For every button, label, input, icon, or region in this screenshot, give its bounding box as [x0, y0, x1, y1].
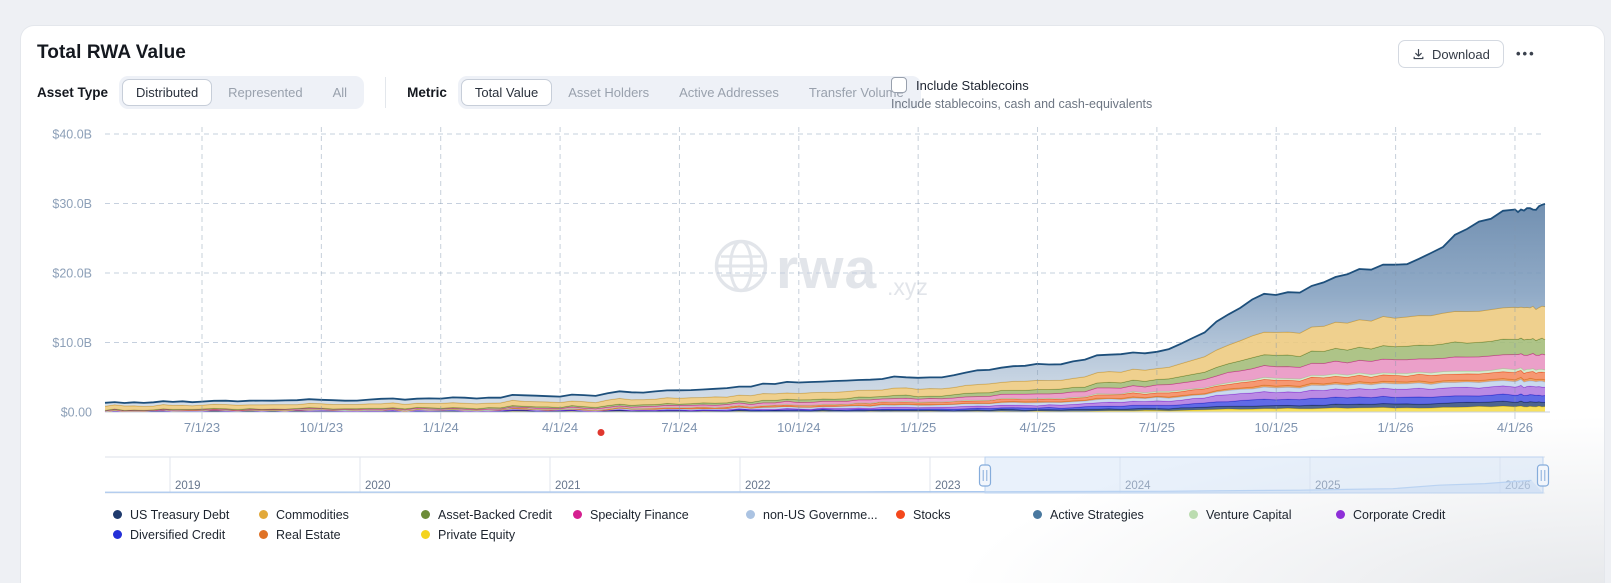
- controls-row: Asset Type Distributed Represented All Met…: [37, 76, 921, 109]
- brush-year-label: 2019: [175, 480, 201, 492]
- y-axis-tick-label: $0.00: [61, 406, 92, 420]
- legend-dot-corporate-credit: [1336, 510, 1345, 519]
- y-axis-tick-label: $20.0B: [52, 267, 92, 281]
- legend-dot-venture-capital: [1189, 510, 1198, 519]
- legend-dot-stocks: [896, 510, 905, 519]
- timeline-brush[interactable]: 2019 2020 2021 2022 2023 2024 2025 2026: [104, 456, 1550, 494]
- page-title: Total RWA Value: [37, 42, 186, 63]
- download-button-label: Download: [1432, 46, 1490, 62]
- legend-item-us-treasury-debt[interactable]: US Treasury Debt: [113, 505, 259, 524]
- legend-item-asset-backed-credit[interactable]: Asset-Backed Credit: [421, 505, 573, 524]
- legend-label: Corporate Credit: [1353, 507, 1446, 522]
- include-stablecoins-label: Include Stablecoins: [916, 77, 1029, 93]
- legend-label: Active Strategies: [1050, 507, 1144, 522]
- legend-dot-asset-backed-credit: [421, 510, 430, 519]
- legend-dot-commodities: [259, 510, 268, 519]
- brush-selection-window[interactable]: [984, 456, 1544, 494]
- asset-type-selector: Distributed Represented All: [119, 76, 365, 109]
- brush-handle-left[interactable]: [978, 464, 992, 487]
- include-stablecoins-block: Include Stablecoins Include stablecoins,…: [891, 77, 1152, 111]
- x-axis-tick-label: 7/1/24: [661, 420, 697, 435]
- legend-label: Stocks: [913, 507, 951, 522]
- y-axis-tick-label: $10.0B: [52, 336, 92, 350]
- legend-dot-non-us-governme: [746, 510, 755, 519]
- legend-item-active-strategies[interactable]: Active Strategies: [1033, 505, 1189, 524]
- brush-year-label: 2024: [1125, 480, 1151, 492]
- legend-dot-us-treasury-debt: [113, 510, 122, 519]
- legend-label: Real Estate: [276, 527, 341, 542]
- x-axis-tick-label: 4/1/26: [1497, 420, 1533, 435]
- brush-year-label: 2023: [935, 480, 961, 492]
- metric-option-asset-holders[interactable]: Asset Holders: [568, 85, 650, 100]
- legend-label: US Treasury Debt: [130, 507, 230, 522]
- controls-divider: [385, 77, 387, 108]
- y-axis-tick-label: $40.0B: [52, 128, 92, 142]
- more-options-button[interactable]: •••: [1516, 46, 1536, 61]
- legend-item-commodities[interactable]: Commodities: [259, 505, 421, 524]
- brush-year-label: 2026: [1505, 480, 1531, 492]
- legend-dot-real-estate: [259, 530, 268, 539]
- metric-option-active-addresses[interactable]: Active Addresses: [679, 85, 779, 100]
- x-axis-tick-label: 1/1/25: [900, 420, 936, 435]
- legend-label: Private Equity: [438, 527, 516, 542]
- y-axis-tick-label: $30.0B: [52, 197, 92, 211]
- rwa-watermark: rwa: [776, 237, 878, 301]
- legend-label: Diversified Credit: [130, 527, 226, 542]
- x-axis-tick-label: 10/1/23: [300, 420, 343, 435]
- legend-label: non-US Governme...: [763, 507, 878, 522]
- legend-item-specialty-finance[interactable]: Specialty Finance: [573, 505, 746, 524]
- metric-option-total-value[interactable]: Total Value: [460, 79, 553, 106]
- legend-label: Venture Capital: [1206, 507, 1292, 522]
- legend-label: Asset-Backed Credit: [438, 507, 552, 522]
- brush-year-label: 2020: [365, 480, 391, 492]
- legend-item-non-us-governme[interactable]: non-US Governme...: [746, 505, 896, 524]
- include-stablecoins-description: Include stablecoins, cash and cash-equiv…: [891, 97, 1153, 111]
- asset-type-option-represented[interactable]: Represented: [228, 85, 303, 100]
- legend-item-diversified-credit[interactable]: Diversified Credit: [113, 525, 259, 544]
- red-annotation-dot: [597, 429, 605, 436]
- x-axis-tick-label: 7/1/23: [184, 420, 220, 435]
- legend-dot-active-strategies: [1033, 510, 1042, 519]
- legend-item-private-equity[interactable]: Private Equity: [421, 525, 573, 544]
- x-axis-tick-label: 10/1/24: [777, 420, 820, 435]
- legend-dot-specialty-finance: [573, 510, 582, 519]
- asset-type-option-distributed[interactable]: Distributed: [122, 79, 213, 106]
- legend-label: Specialty Finance: [590, 507, 689, 522]
- x-axis-tick-label: 1/1/26: [1378, 420, 1414, 435]
- x-axis-tick-label: 10/1/25: [1255, 420, 1298, 435]
- metric-option-transfer-volume[interactable]: Transfer Volume: [808, 85, 904, 100]
- brush-handle-right[interactable]: [1536, 464, 1550, 487]
- x-axis-tick-label: 4/1/25: [1019, 420, 1055, 435]
- legend-label: Commodities: [276, 507, 349, 522]
- asset-type-label: Asset Type: [37, 85, 109, 100]
- include-stablecoins-checkbox-row[interactable]: Include Stablecoins: [891, 77, 1152, 93]
- x-axis-tick-label: 4/1/24: [542, 420, 578, 435]
- asset-type-option-all[interactable]: All: [332, 85, 348, 100]
- legend-item-corporate-credit[interactable]: Corporate Credit: [1336, 505, 1445, 524]
- legend-dot-private-equity: [421, 530, 430, 539]
- legend-item-real-estate[interactable]: Real Estate: [259, 525, 421, 544]
- legend-item-stocks[interactable]: Stocks: [896, 505, 1033, 524]
- metric-label: Metric: [407, 85, 447, 100]
- metric-selector: Total Value Asset Holders Active Addresses…: [457, 76, 921, 109]
- download-icon: [1412, 48, 1425, 61]
- brush-year-label: 2022: [745, 480, 771, 492]
- brush-year-label: 2025: [1315, 480, 1341, 492]
- brush-year-label: 2021: [555, 480, 581, 492]
- legend-item-venture-capital[interactable]: Venture Capital: [1189, 505, 1336, 524]
- x-axis-tick-label: 1/1/24: [423, 420, 459, 435]
- legend-dot-diversified-credit: [113, 530, 122, 539]
- x-axis-tick-label: 7/1/25: [1139, 420, 1175, 435]
- chart-legend: US Treasury Debt Commodities Asset-Backed …: [113, 505, 1445, 544]
- checkbox-icon[interactable]: [891, 77, 907, 93]
- svg-text:.xyz: .xyz: [887, 274, 928, 300]
- download-button[interactable]: Download: [1398, 40, 1504, 68]
